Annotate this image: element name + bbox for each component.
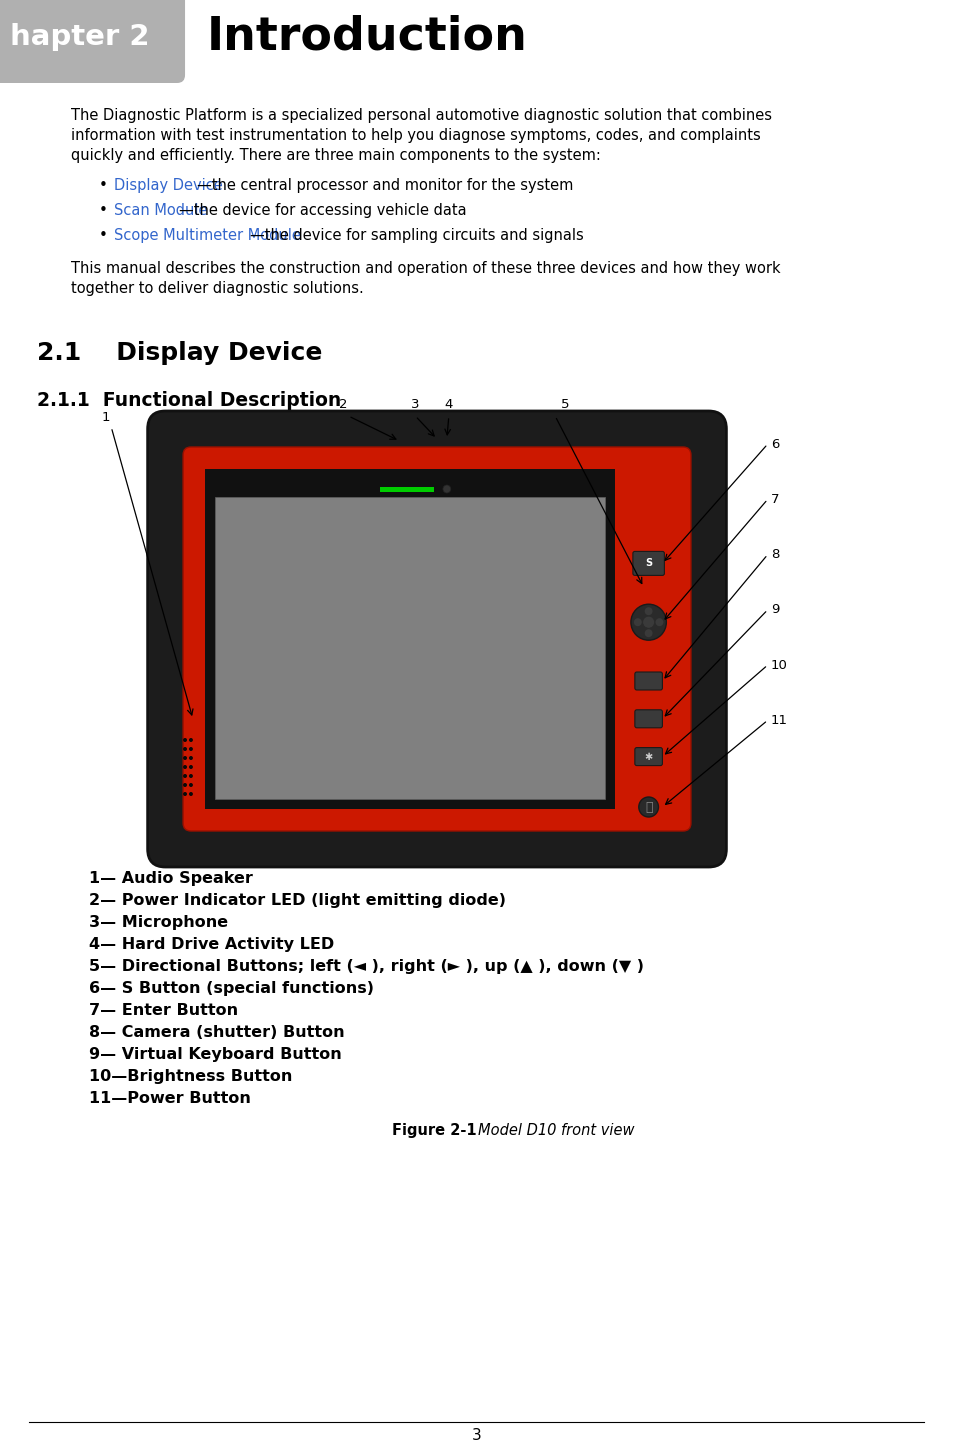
Text: 8— Camera (shutter) Button: 8— Camera (shutter) Button (89, 1025, 345, 1040)
Bar (379, 487, 434, 492)
FancyBboxPatch shape (183, 447, 691, 831)
Text: 9: 9 (771, 603, 779, 616)
Text: 7— Enter Button: 7— Enter Button (89, 1003, 238, 1018)
Text: 5— Directional Buttons; left (◄ ), right (► ), up (▲ ), down (▼ ): 5— Directional Buttons; left (◄ ), right… (89, 958, 644, 974)
Text: Figure 2-1: Figure 2-1 (392, 1122, 476, 1138)
Text: together to deliver diagnostic solutions.: together to deliver diagnostic solutions… (71, 281, 364, 296)
Circle shape (189, 738, 193, 742)
Text: 1— Audio Speaker: 1— Audio Speaker (89, 871, 253, 886)
Text: —the device for sampling circuits and signals: —the device for sampling circuits and si… (250, 228, 584, 244)
Circle shape (645, 608, 652, 615)
FancyBboxPatch shape (0, 0, 185, 83)
Text: 2— Power Indicator LED (light emitting diode): 2— Power Indicator LED (light emitting d… (89, 893, 505, 908)
Text: •: • (99, 228, 107, 244)
FancyBboxPatch shape (635, 710, 662, 728)
Circle shape (643, 616, 654, 628)
Text: 11—Power Button: 11—Power Button (89, 1090, 251, 1106)
Text: ✱: ✱ (645, 751, 652, 761)
Text: The Diagnostic Platform is a specialized personal automotive diagnostic solution: The Diagnostic Platform is a specialized… (71, 107, 771, 123)
Circle shape (443, 484, 451, 493)
Text: Introduction: Introduction (207, 14, 528, 59)
Circle shape (189, 766, 193, 768)
Text: 2.1.1  Functional Description: 2.1.1 Functional Description (38, 392, 342, 410)
Circle shape (189, 747, 193, 751)
Text: This manual describes the construction and operation of these three devices and : This manual describes the construction a… (71, 261, 780, 276)
Circle shape (183, 783, 187, 787)
Text: quickly and efficiently. There are three main components to the system:: quickly and efficiently. There are three… (71, 148, 601, 162)
Text: •: • (99, 178, 107, 193)
Circle shape (645, 629, 652, 637)
Text: 3: 3 (411, 397, 419, 410)
Text: 11: 11 (771, 713, 788, 726)
Text: 3— Microphone: 3— Microphone (89, 915, 227, 929)
FancyBboxPatch shape (635, 671, 662, 690)
Text: S: S (645, 558, 652, 568)
Circle shape (183, 755, 187, 760)
Text: Scope Multimeter Module: Scope Multimeter Module (114, 228, 301, 244)
Text: 10: 10 (771, 658, 788, 671)
Circle shape (634, 618, 642, 626)
Circle shape (183, 766, 187, 768)
Text: ⏻: ⏻ (645, 800, 652, 813)
Text: Display Device: Display Device (114, 178, 223, 193)
Bar (204, 468, 616, 809)
Circle shape (189, 792, 193, 796)
Text: —the central processor and monitor for the system: —the central processor and monitor for t… (197, 178, 573, 193)
Circle shape (189, 774, 193, 779)
Circle shape (639, 798, 658, 816)
Circle shape (631, 605, 666, 641)
Circle shape (655, 618, 663, 626)
Text: •: • (99, 203, 107, 218)
Text: 6: 6 (771, 438, 779, 451)
Text: Model D10 front view: Model D10 front view (478, 1122, 635, 1138)
Text: 4— Hard Drive Activity LED: 4— Hard Drive Activity LED (89, 937, 334, 953)
Text: 3: 3 (471, 1428, 481, 1444)
Text: Scan Module: Scan Module (114, 203, 208, 218)
Circle shape (183, 774, 187, 779)
Circle shape (189, 783, 193, 787)
Text: 6— S Button (special functions): 6— S Button (special functions) (89, 982, 374, 996)
Text: 9— Virtual Keyboard Button: 9— Virtual Keyboard Button (89, 1047, 342, 1061)
Text: —the device for accessing vehicle data: —the device for accessing vehicle data (179, 203, 467, 218)
Circle shape (183, 792, 187, 796)
Text: 4: 4 (444, 397, 453, 410)
Text: 10—Brightness Button: 10—Brightness Button (89, 1069, 292, 1085)
Text: information with test instrumentation to help you diagnose symptoms, codes, and : information with test instrumentation to… (71, 128, 761, 144)
Text: hapter 2: hapter 2 (10, 23, 149, 51)
Text: 1: 1 (102, 410, 110, 423)
Circle shape (183, 738, 187, 742)
Circle shape (189, 755, 193, 760)
Circle shape (183, 747, 187, 751)
Bar (215, 468, 605, 497)
Text: 5: 5 (560, 397, 569, 410)
FancyBboxPatch shape (635, 748, 662, 766)
Bar (215, 497, 605, 799)
Text: 8: 8 (771, 548, 779, 561)
Text: 7: 7 (771, 493, 779, 506)
FancyBboxPatch shape (148, 410, 726, 867)
FancyBboxPatch shape (633, 551, 664, 576)
Text: 2: 2 (339, 397, 348, 410)
Text: 2.1    Display Device: 2.1 Display Device (38, 341, 322, 365)
